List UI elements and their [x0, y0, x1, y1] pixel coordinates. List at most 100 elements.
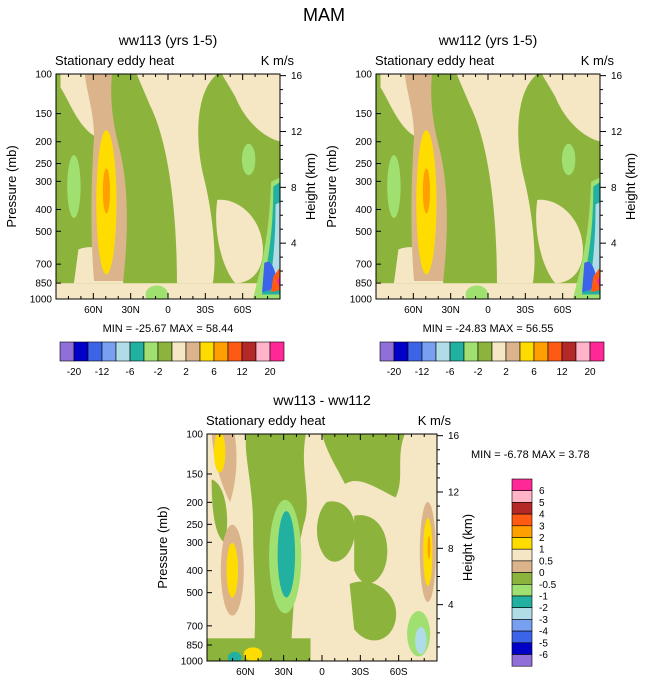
colorbar-swatch [511, 560, 533, 573]
colorbar-swatch [241, 341, 257, 362]
pressure-tick-label: 850 [355, 279, 372, 290]
cream-upper-right [221, 74, 280, 142]
light-green-blob [67, 155, 81, 218]
green-region [316, 501, 356, 562]
colorbar-swatch [511, 525, 533, 538]
colorbar-swatch [407, 341, 423, 362]
colorbar-label: -2 [154, 367, 163, 378]
pressure-tick-label: 850 [35, 279, 52, 290]
lat-tick-label: 60S [554, 305, 572, 316]
colorbar-swatch [511, 607, 533, 620]
y2-axis-label: Height (km) [460, 514, 475, 581]
colorbar-label: -5 [539, 638, 548, 649]
pressure-tick-label: 200 [355, 137, 372, 148]
colorbar-swatch [519, 341, 535, 362]
right-string: K m/s [418, 413, 452, 428]
colorbar-label: -3 [539, 615, 548, 626]
colorbar-label: 1 [539, 545, 545, 556]
colorbar-swatch [199, 341, 215, 362]
colorbar-swatch [435, 341, 451, 362]
height-tick-label: 16 [448, 431, 460, 442]
colorbar-label: 6 [531, 367, 537, 378]
right-string: K m/s [581, 53, 615, 68]
lat-tick-label: 0 [165, 305, 171, 316]
yellow-region [243, 647, 263, 661]
y2-axis-label: Height (km) [303, 153, 318, 220]
height-tick-label: 16 [611, 71, 623, 82]
colorbar-label: -6 [539, 650, 548, 661]
colorbar-swatch [561, 341, 577, 362]
plot-title: ww113 - ww112 [272, 392, 371, 408]
green-region [349, 581, 397, 641]
height-tick-label: 12 [448, 487, 460, 498]
colorbar-label: -0.5 [539, 580, 557, 591]
colorbar-swatch [393, 341, 409, 362]
cream-surface-band [376, 283, 600, 299]
left-string: Stationary eddy heat [375, 53, 495, 68]
lat-tick-label: 30S [516, 305, 534, 316]
colorbar-swatch [511, 583, 533, 597]
light-blue-region [415, 626, 427, 655]
lat-tick-label: 0 [485, 305, 491, 316]
lat-tick-label: 60S [390, 667, 408, 678]
lat-tick-label: 30N [274, 667, 292, 678]
height-tick-label: 12 [611, 127, 623, 138]
green-region [322, 434, 405, 498]
colorbar-swatch [477, 341, 493, 362]
left-string: Stationary eddy heat [55, 53, 175, 68]
panel-ww112: ww112 (yrs 1-5) Stationary eddy heat K m/s… [324, 32, 638, 316]
pressure-tick-label: 150 [355, 109, 372, 120]
pressure-tick-label: 1000 [181, 657, 204, 668]
colorbar-swatch [511, 630, 533, 644]
pressure-tick-label: 1000 [30, 295, 53, 306]
light-green-blob [387, 155, 401, 218]
light-green-blob [145, 285, 168, 299]
yellow-region [226, 542, 239, 598]
pressure-tick-label: 500 [186, 588, 203, 599]
teal-region [277, 511, 296, 598]
pressure-tick-label: 150 [35, 109, 52, 120]
colorbar-swatch [379, 341, 395, 362]
cream-upper-right [541, 74, 600, 142]
stats-ww113: MIN = -25.67 MAX = 58.44 [103, 323, 234, 335]
height-tick-label: 8 [448, 544, 454, 555]
colorbar-label: 0 [539, 568, 545, 579]
panel-difference: ww113 - ww112 Stationary eddy heat K m/s 10… [155, 392, 475, 678]
colorbar-swatch [171, 341, 187, 362]
lat-tick-label: 60S [234, 305, 252, 316]
lat-tick-label: 30N [441, 305, 459, 316]
pressure-tick-label: 500 [355, 227, 372, 238]
colorbar-swatch [115, 341, 131, 362]
colorbar-swatch [157, 341, 173, 362]
height-tick-label: 4 [291, 239, 297, 250]
lat-tick-label: 30S [196, 305, 214, 316]
height-tick-label: 4 [611, 239, 617, 250]
colorbar-label: -2 [474, 367, 483, 378]
pressure-tick-label: 100 [186, 430, 203, 441]
colorbar-label: 6 [539, 486, 545, 497]
height-tick-label: 8 [611, 183, 617, 194]
lat-tick-label: 30N [121, 305, 139, 316]
colorbar-label: 12 [556, 367, 568, 378]
colorbar-label: -6 [126, 367, 135, 378]
colorbar-label: 20 [584, 367, 596, 378]
colorbar-label: -6 [446, 367, 455, 378]
sh-pink [276, 276, 280, 288]
colorbar-swatch [511, 513, 533, 527]
colorbar-label: 2 [503, 367, 509, 378]
colorbar-swatch [547, 341, 563, 362]
sh-red [271, 267, 280, 293]
lat-tick-label: 60N [236, 667, 254, 678]
plot-title: ww112 (yrs 1-5) [438, 32, 538, 48]
colorbar-swatch [511, 548, 533, 562]
colorbar-label: -4 [539, 627, 548, 638]
stats-ww112: MIN = -24.83 MAX = 56.55 [423, 323, 554, 335]
colorbar-label: -20 [67, 367, 82, 378]
colorbar-swatch [185, 341, 201, 362]
left-string: Stationary eddy heat [206, 413, 326, 428]
colorbar-label: -1 [539, 592, 548, 603]
contour-fill [376, 74, 600, 299]
colorbar-label: 5 [539, 498, 545, 509]
colorbar-label: -2 [539, 603, 548, 614]
plots-layer: ww113 (yrs 1-5) Stationary eddy heat K m/s… [4, 32, 638, 678]
